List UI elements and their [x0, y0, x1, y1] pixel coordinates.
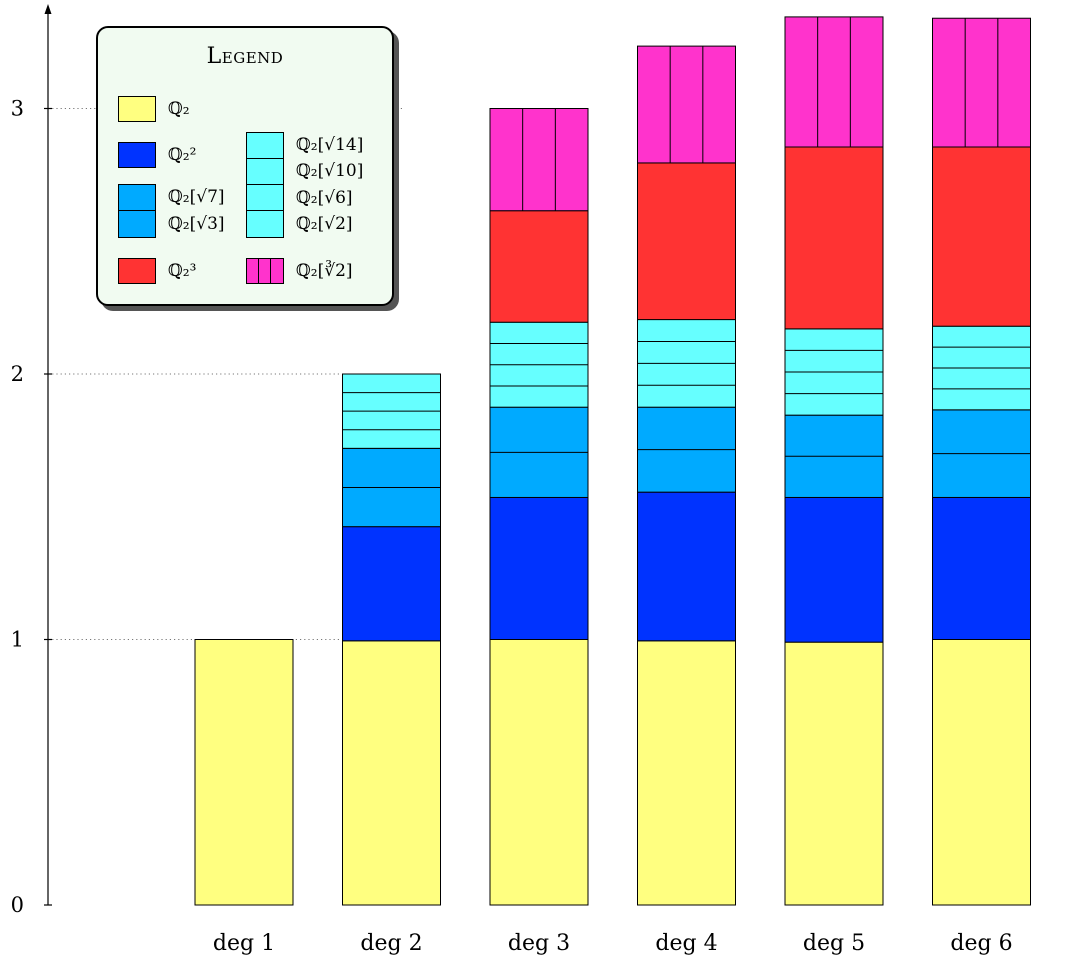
- y-axis: [44, 4, 52, 905]
- bar-segment: [194, 639, 294, 906]
- bar-segment: [932, 496, 1031, 640]
- legend-label-q2s3: ℚ₂[√3]: [168, 214, 225, 234]
- y-tick-label: 2: [11, 362, 24, 386]
- bar-segment: [637, 45, 736, 164]
- y-tick-label: 3: [11, 97, 24, 121]
- bar-segment: [489, 496, 589, 640]
- legend-label-q23: ℚ₂³: [168, 261, 197, 281]
- legend-label-q2s6: ℚ₂[√6]: [296, 188, 353, 208]
- legend-swatch-q2s14: [246, 132, 284, 159]
- legend-swatch-q2: [118, 96, 156, 122]
- legend-swatch-q22: [118, 142, 156, 168]
- bar-segment: [932, 146, 1031, 327]
- legend: Legend ℚ₂ ℚ₂² ℚ₂[√7] ℚ₂[√3] ℚ₂[√14] ℚ₂[√…: [96, 26, 394, 306]
- legend-label-q2s14: ℚ₂[√14]: [296, 135, 364, 155]
- bar-segment: [784, 16, 884, 148]
- legend-label-q2: ℚ₂: [168, 99, 190, 119]
- legend-label-q22: ℚ₂²: [168, 145, 197, 165]
- y-tick-label: 0: [11, 893, 24, 917]
- legend-swatch-q2s7: [118, 184, 156, 211]
- x-tick-labels: deg 1 deg 2 deg 3 deg 4 deg 5 deg 6: [213, 931, 1013, 956]
- bar-segment: [784, 641, 884, 906]
- bar-segment: [932, 17, 1031, 148]
- legend-label-q2s10: ℚ₂[√10]: [296, 161, 364, 181]
- legend-swatch-q23: [118, 258, 156, 284]
- legend-swatch-q2s3: [118, 211, 156, 238]
- legend-label-q2s2: ℚ₂[√2]: [296, 214, 353, 234]
- bar-segment: [637, 491, 736, 642]
- legend-swatch-divider: [270, 259, 271, 283]
- legend-label-q2cbrt2: ℚ₂[∛2]: [296, 261, 353, 281]
- bar-segment: [784, 146, 884, 330]
- x-tick-label: deg 3: [508, 931, 570, 956]
- y-ticks: 0 1 2 3: [11, 97, 52, 917]
- bar-segment: [784, 496, 884, 643]
- bar-segment: [342, 526, 441, 642]
- x-tick-label: deg 4: [655, 931, 717, 956]
- bar-segment: [637, 640, 736, 906]
- x-tick-label: deg 2: [360, 931, 422, 956]
- x-tick-label: deg 5: [803, 931, 865, 956]
- legend-swatch-q2s6: [246, 185, 284, 211]
- legend-title: Legend: [206, 44, 284, 69]
- x-tick-label: deg 1: [213, 931, 275, 956]
- x-tick-label: deg 6: [950, 931, 1012, 956]
- legend-label-q2s7: ℚ₂[√7]: [168, 187, 225, 207]
- bar-segment: [342, 640, 441, 906]
- y-axis-arrowhead: [44, 4, 52, 14]
- bar-segment: [637, 162, 736, 321]
- legend-swatch-q2s2: [246, 211, 284, 238]
- bar-segment: [489, 210, 589, 323]
- legend-swatch-q2s10: [246, 159, 284, 185]
- bar-segment: [489, 108, 589, 212]
- legend-swatch-q2cbrt2: [246, 258, 284, 284]
- bar-segment: [932, 639, 1031, 906]
- bars: [194, 16, 1031, 906]
- y-tick-label: 1: [11, 628, 24, 652]
- bar-segment: [489, 639, 589, 906]
- legend-swatch-divider: [258, 259, 259, 283]
